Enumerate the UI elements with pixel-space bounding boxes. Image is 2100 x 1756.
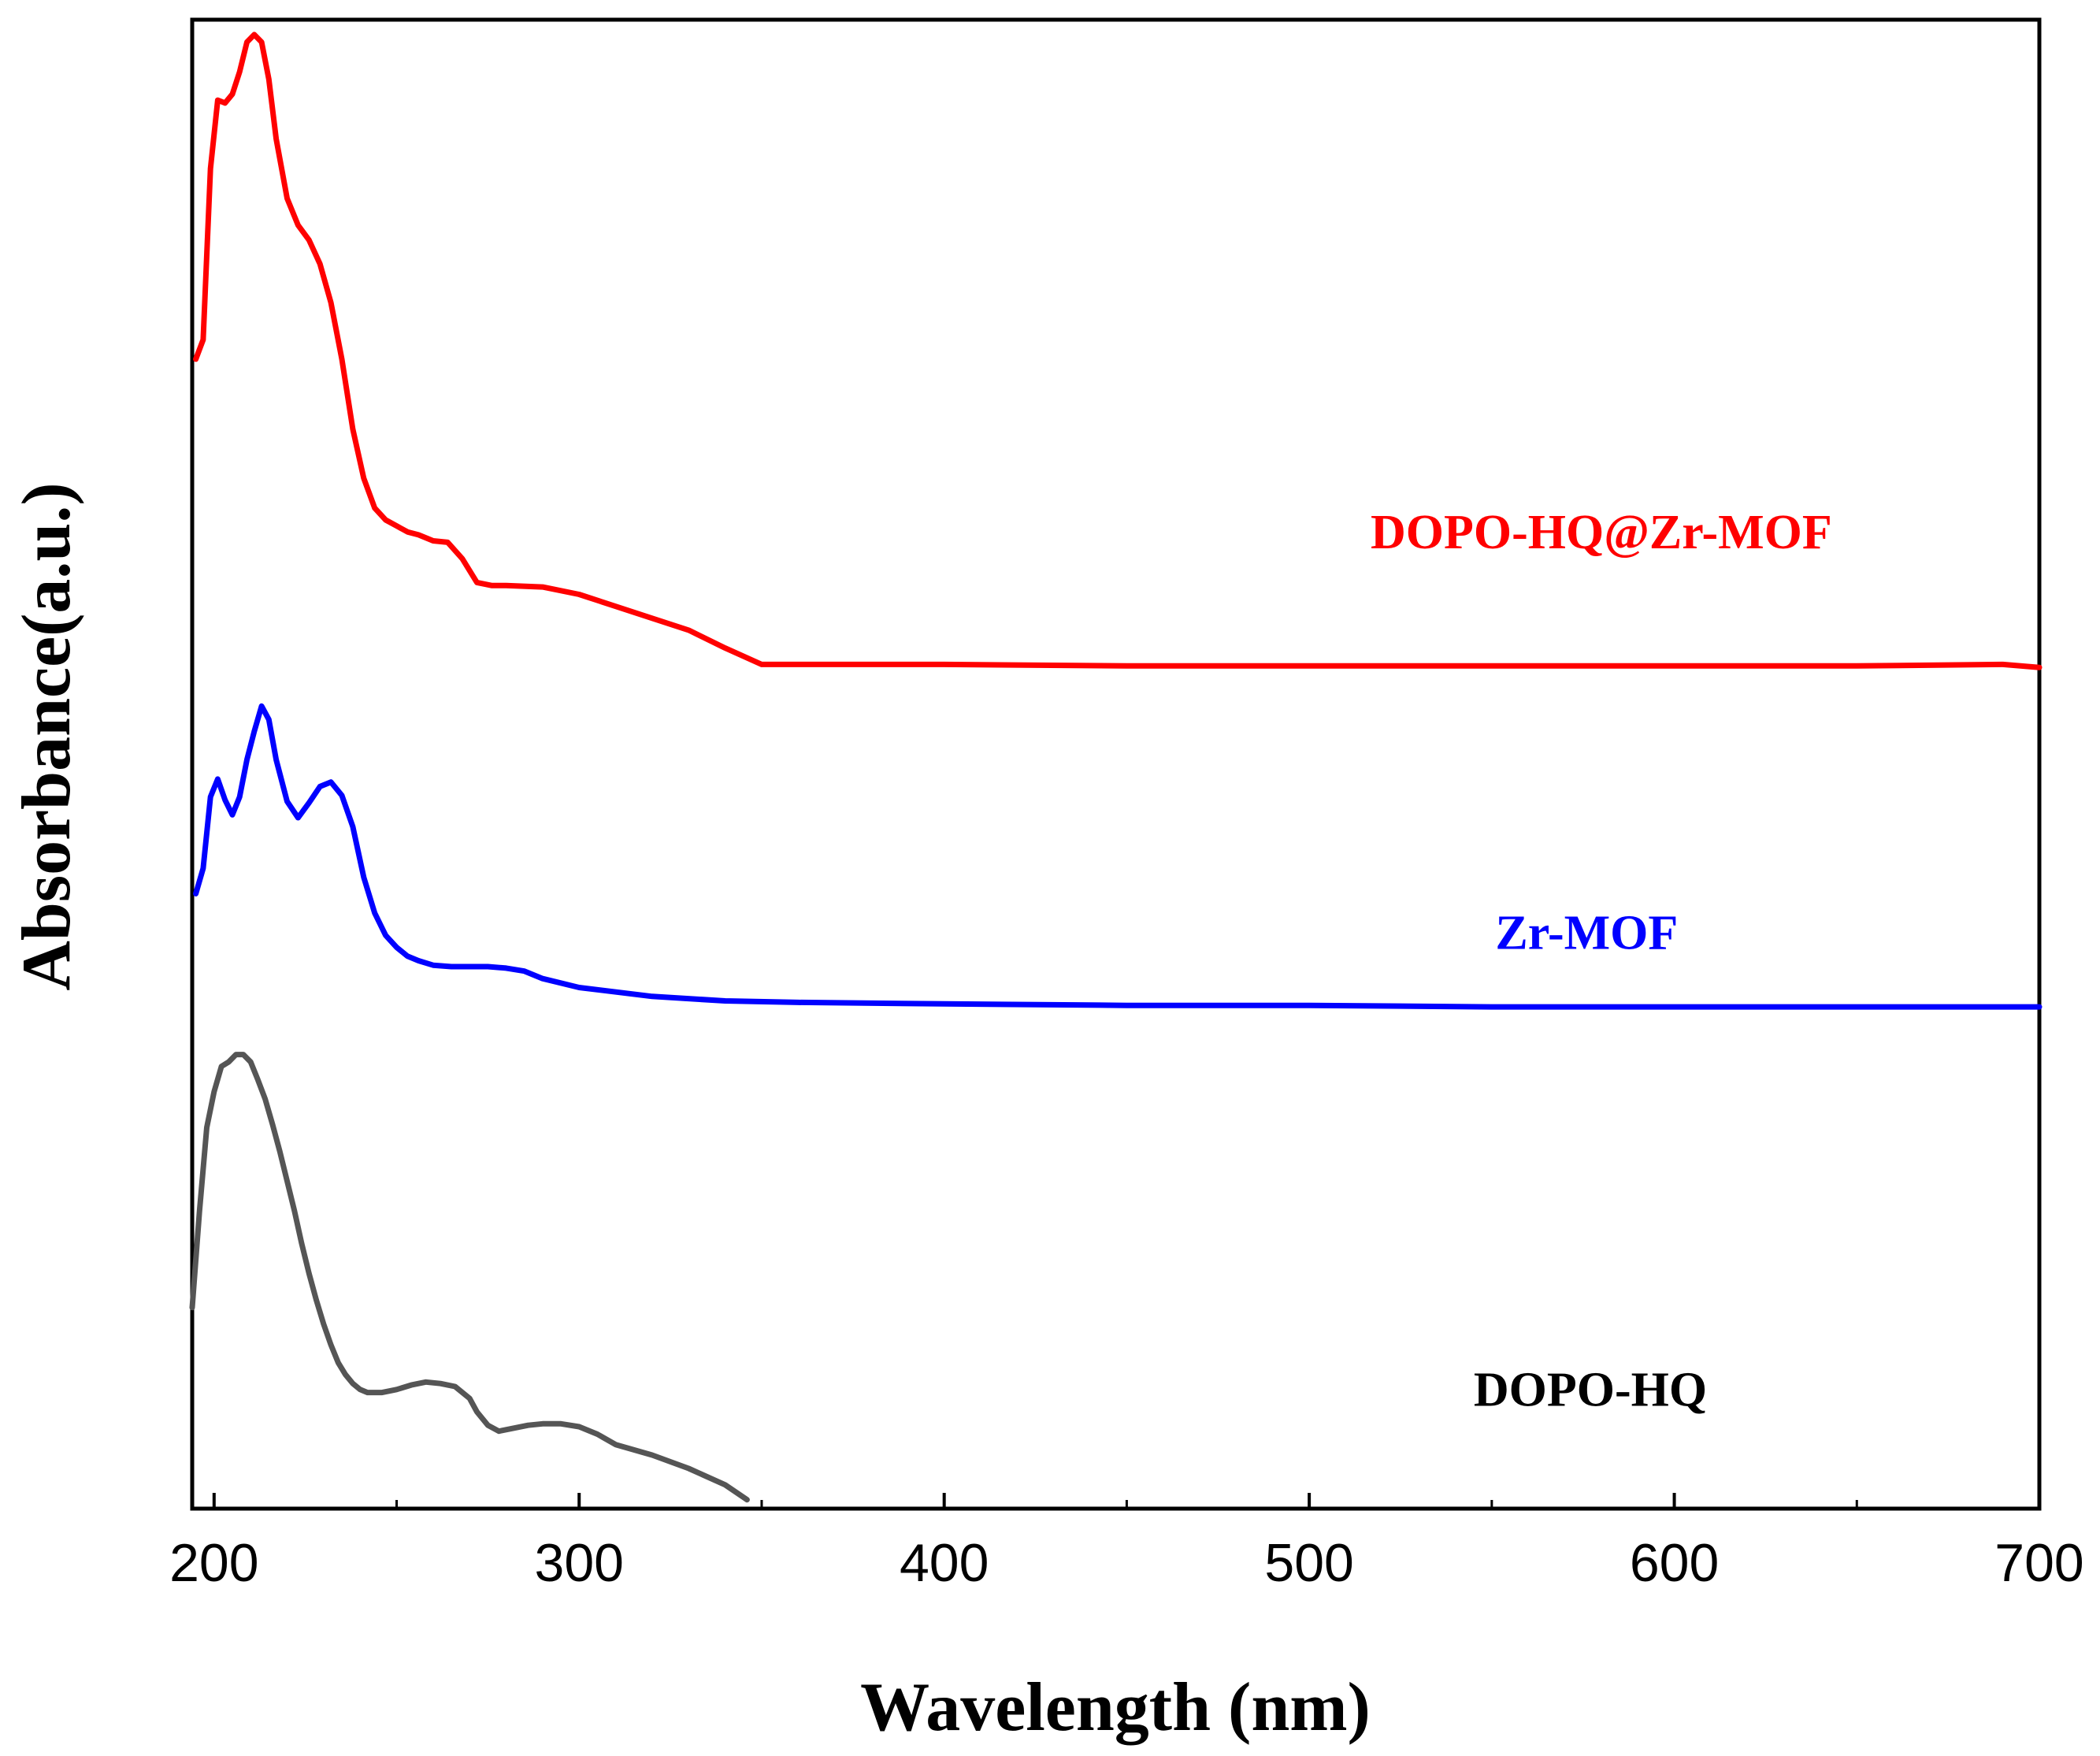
x-tick-label-700: 700 xyxy=(1994,1533,2083,1593)
series-line-zr-mof xyxy=(193,703,2042,1010)
x-tick-label-600: 600 xyxy=(1630,1533,1719,1593)
x-tick-label-500: 500 xyxy=(1264,1533,1353,1593)
x-tick-label-300: 300 xyxy=(535,1533,624,1593)
series-line-dopo-hq xyxy=(189,1052,750,1503)
series-label-dopo-hq: DOPO-HQ xyxy=(1474,1364,1707,1417)
series-line-dopo-hq-zr-mof xyxy=(193,32,2042,670)
series-lines xyxy=(189,32,2042,1503)
x-tick-label-200: 200 xyxy=(169,1533,258,1593)
plot-frame xyxy=(190,17,2042,1511)
series-label-dopo-hq-zr-mof: DOPO-HQ@Zr-MOF xyxy=(1371,506,1832,559)
x-axis-title: Wavelength (nm) xyxy=(860,1669,1371,1746)
series-label-zr-mof: Zr-MOF xyxy=(1495,906,1678,960)
x-axis-ticks: 200 300 400 500 600 700 xyxy=(169,1493,2084,1593)
y-axis-title: Absorbance(a.u.) xyxy=(9,482,85,990)
x-tick-label-400: 400 xyxy=(900,1533,989,1593)
series-labels: DOPO-HQ@Zr-MOF Zr-MOF DOPO-HQ xyxy=(1371,506,1832,1417)
